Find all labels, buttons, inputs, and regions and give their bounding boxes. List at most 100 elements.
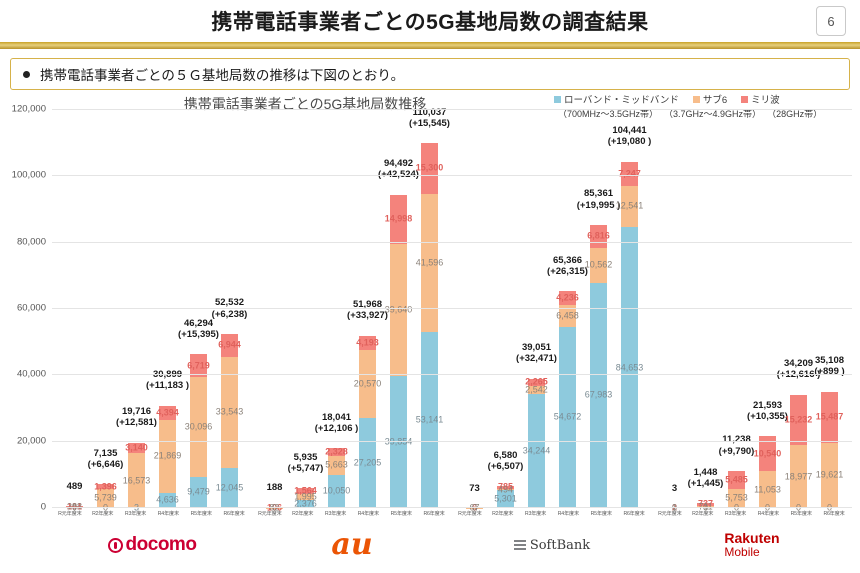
legend-label: ミリ波 (751, 95, 780, 106)
x-axis-label: R6年度末 (423, 511, 445, 517)
bar-delta-value: (+12,581) (116, 417, 157, 429)
segment-label-sub6: 711 (698, 502, 712, 511)
bar-segment-millimeter (821, 391, 838, 443)
stacked-bar[interactable]: 3210 (666, 110, 683, 512)
segment-label-millimeter: 15,300 (415, 162, 444, 173)
bar-group-docomo: 4891013880 7,135(+6,646)1,3965,739019,716… (52, 110, 252, 512)
y-axis-tick: 80,000 (16, 236, 46, 248)
bar-total-label: 85,361 (+19,995 ) (577, 188, 621, 210)
bar-segment-sub6 (97, 488, 114, 508)
bar-total-value: 21,593 (752, 399, 783, 411)
bar-total-value: 11,238 (719, 434, 755, 445)
bar-delta-value: (+6,238) (211, 308, 248, 320)
bar-total-label: 21,593 (+10,355) (747, 400, 788, 422)
segment-label-lowmid: 39,854 (385, 437, 413, 446)
bar-total-value: 52,532 (214, 297, 245, 309)
bar-total-value: 104,441 (612, 125, 647, 137)
segment-label-sub6: 30,096 (184, 421, 213, 432)
bar-delta-value: (+32,471) (516, 353, 557, 365)
docomo-logo-text: docomo (125, 534, 197, 555)
segment-label-millimeter: 6,719 (187, 360, 210, 371)
bar-segment-sub6 (497, 488, 514, 491)
segment-label-sub6: 6,458 (556, 310, 579, 321)
legend-swatch-icon (741, 95, 749, 103)
bar-segment-millimeter (328, 448, 345, 456)
segment-label-millimeter: 14,998 (384, 213, 413, 224)
rakuten-mobile-text: Mobile (724, 545, 760, 560)
segment-label-millimeter: 737 (697, 498, 714, 509)
gridline: 60,000 (17, 303, 852, 314)
x-axis-label: R6年度末 (623, 511, 645, 517)
stacked-bar[interactable]: 39,051 (+32,471) 2,265 2,542 34,244 (516, 110, 557, 508)
bar-total-label: 46,294 (+15,395) (178, 318, 219, 340)
bar-segment-millimeter (221, 333, 238, 357)
bar-total-value: 94,492 (383, 158, 414, 170)
softbank-logo: SoftBank (513, 538, 590, 553)
segment-label-lowmid: 5,301 (494, 493, 517, 504)
stacked-bar[interactable]: 4891013880 (66, 110, 83, 512)
stacked-bar[interactable]: 736670 (466, 110, 483, 512)
docomo-logo: docomo (107, 534, 197, 556)
bar-segment-millimeter (97, 484, 114, 489)
header-divider (0, 42, 860, 51)
bar-total-label: 1,448 (+1,445) (688, 467, 724, 489)
bar-delta-value: (+19,995 ) (576, 199, 621, 211)
stacked-bar[interactable]: 85,361 (+19,995 ) 6,816 10,562 67,983 (577, 110, 620, 508)
stacked-bar[interactable]: 51,968 (+33,927) 4,193 20,570 27,205 (347, 110, 388, 508)
stacked-bar[interactable]: 30,899 (+11,183 ) 4,394 21,869 4,636 (146, 110, 189, 508)
segment-label-millimeter: 6,944 (218, 339, 241, 350)
bar-group-au: 188106820 5,935(+5,747)1,5641,9952,37618,… (252, 107, 452, 512)
bar-segment-millimeter (159, 405, 176, 421)
bar-total-label: 30,899 (+11,183 ) (146, 369, 189, 391)
bar-segment-millimeter (359, 335, 376, 350)
segment-label-millimeter: 785 (497, 481, 514, 492)
segment-label-sub6: 33,543 (215, 406, 244, 417)
stacked-bar[interactable]: 104,441 (+19,080 ) 7,247 12,541 84,653 (608, 110, 651, 508)
y-axis-tick: 120,000 (11, 103, 46, 115)
bar-delta-value: (+9,790) (718, 445, 755, 457)
bar-segment-sub6 (728, 488, 745, 508)
bar-delta-value: (+19,080 ) (607, 136, 652, 148)
bar-total-value: 39,051 (521, 342, 552, 354)
bar-total-label: 19,716 (+12,581) (116, 406, 157, 428)
bar-segment-sub6 (328, 455, 345, 475)
summary-text: 携帯電話事業者ごとの５Ｇ基地局数の推移は下図のとおり。 (40, 68, 405, 83)
stacked-bar[interactable]: 110,037 (+15,545) 15,300 41,596 53,141 (409, 107, 450, 508)
segment-label-sub6: 41,596 (415, 257, 444, 268)
bar-total-label: 35,108 (+899 ) (814, 355, 844, 377)
stacked-bar[interactable]: 52,532 (+6,238) 6,944 33,543 12,045 (212, 110, 247, 508)
segment-label-millimeter: 3,140 (125, 442, 148, 453)
x-axis-label: R5年度末 (390, 511, 412, 517)
bar-segment-millimeter (128, 442, 145, 454)
bar-segment-millimeter (697, 503, 714, 506)
segment-label-millimeter: 2,328 (325, 446, 348, 457)
stacked-bar[interactable]: 46,294 (+15,395) 6,719 30,096 9,479 (178, 110, 219, 508)
x-axis-label: R6年度末 (223, 511, 245, 517)
stacked-bar[interactable]: 5,935 (+5,747) 1,564 1,995 2,376 (288, 110, 324, 508)
x-axis-label: R元年度末 (258, 511, 282, 517)
bar-segment-lowmid (559, 326, 576, 508)
stacked-bar[interactable]: 1,448(+1,445)7377110 (688, 110, 724, 512)
legend-subtitles-row: （700MHz～3.5GHz帯） （3.7GHz～4.9GHz帯） （28GHz帯） (554, 107, 854, 120)
stacked-bar[interactable]: 6,580 (+6,507) 785 494 5,301 (488, 110, 523, 508)
y-axis-tick: 100,000 (11, 169, 46, 181)
bar-segment-lowmid (297, 500, 314, 508)
stacked-bar[interactable]: 65,366 (+26,315) 4,236 6,458 54,672 (547, 110, 588, 508)
bar-total-value: 110,037 (412, 106, 447, 118)
bar-total-value: 3 (671, 482, 678, 494)
segment-label-lowmid: 34,244 (522, 445, 551, 456)
x-axis-label: R4年度末 (757, 511, 779, 517)
x-axis-label: R3年度末 (524, 511, 547, 517)
x-axis-label: R2年度末 (692, 511, 714, 517)
carrier-logo-softbank: SoftBank (452, 528, 652, 562)
stacked-bar[interactable]: 188106820 (266, 110, 283, 512)
stacked-bar[interactable]: 18,041 (+12,106 ) 2,328 5,663 10,050 (315, 110, 358, 508)
bar-total-label: 5,935 (+5,747) (288, 452, 324, 474)
stacked-bar[interactable]: 94,492(+42,524) 14,998 39,640 39,854 (378, 110, 419, 508)
